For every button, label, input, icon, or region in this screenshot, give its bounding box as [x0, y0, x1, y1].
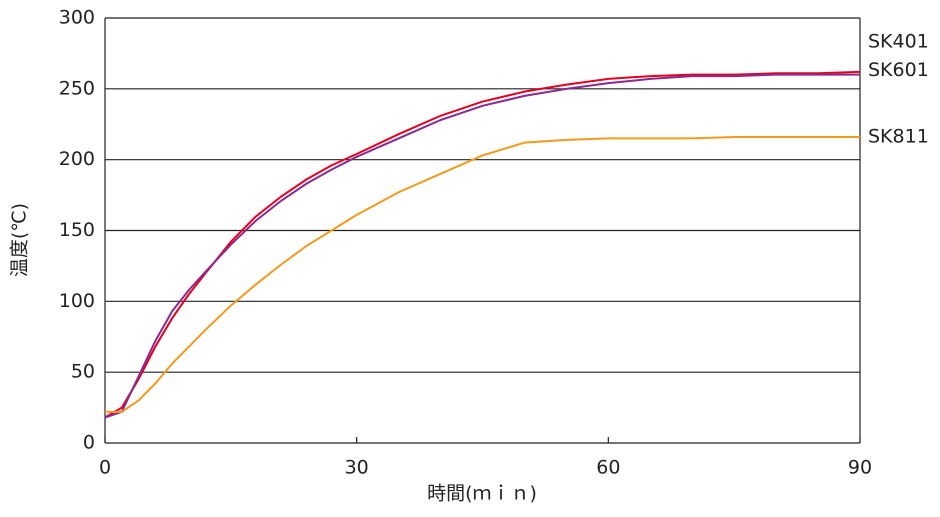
series-label: SK601 — [868, 59, 929, 81]
series-label: SK401 — [868, 30, 929, 52]
x-tick-label: 0 — [99, 457, 111, 479]
y-tick-label: 200 — [59, 148, 95, 170]
data-line — [104, 70, 861, 419]
y-tick-label: 150 — [59, 219, 95, 241]
y-tick-label: 300 — [59, 7, 95, 29]
series-label: SK811 — [868, 126, 929, 148]
y-tick-label: 50 — [71, 361, 95, 383]
x-tick-label: 60 — [596, 457, 620, 479]
y-tick-label: 100 — [59, 290, 95, 312]
x-tick-label: 90 — [848, 457, 872, 479]
y-tick-label: 250 — [59, 77, 95, 99]
y-axis-title: 温度(℃) — [9, 203, 31, 277]
data-line — [104, 73, 860, 419]
x-tick-label: 30 — [345, 457, 369, 479]
data-line — [105, 136, 860, 413]
y-tick-label: 0 — [83, 432, 95, 454]
x-axis-title: 時間(ｍｉｎ) — [427, 483, 537, 505]
